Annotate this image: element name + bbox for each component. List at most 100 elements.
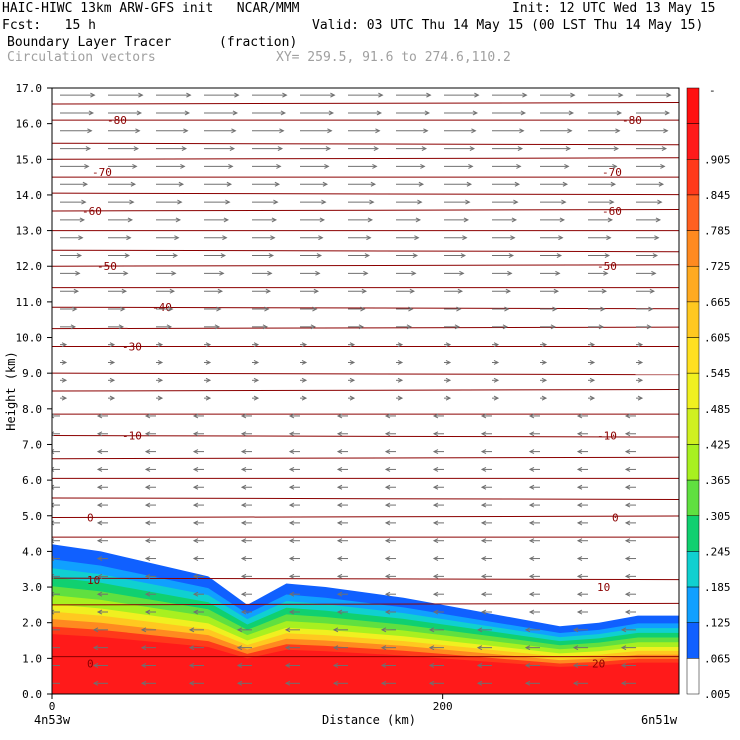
vector-arrowhead [603, 270, 609, 276]
vector-arrowhead [652, 253, 659, 258]
vector-arrowhead [556, 253, 563, 258]
vector-arrowhead [558, 235, 564, 241]
vector-arrowhead [528, 573, 535, 579]
vector-arrowhead [277, 146, 284, 152]
vector-arrowhead [180, 163, 186, 169]
vector-arrowhead [144, 520, 151, 526]
vector-arrowhead [624, 484, 631, 490]
y-axis: 0.0 1.0 2.0 3.0 4.0 5.0 6.0 7.0 8.0 9.0 10.0 11.0 12… [16, 82, 52, 701]
vector-arrowhead [471, 128, 477, 134]
y-axis-label: Height (km) [4, 351, 18, 430]
vector-arrowhead [273, 199, 279, 205]
vector-arrowhead [92, 680, 99, 686]
isotherm-line [52, 102, 679, 105]
vector-arrowhead [570, 92, 576, 98]
vector-arrowhead [657, 199, 663, 205]
vector-arrowhead [288, 556, 295, 561]
vector-arrowhead [140, 663, 147, 668]
isotherm-label: 10 [597, 581, 610, 594]
vector-arrowhead [476, 680, 483, 686]
vector-field-name: Circulation vectors [7, 50, 156, 65]
vector-arrowhead [144, 484, 151, 490]
vector-arrowhead [480, 538, 487, 544]
vector-arrowhead [92, 645, 99, 651]
vector-arrowhead [46, 628, 50, 632]
vector-arrowhead [480, 449, 487, 455]
vector-arrowhead [445, 377, 452, 383]
vector-arrowhead [222, 235, 228, 241]
vector-arrowhead [240, 573, 247, 579]
y-tick-label: 17.0 [16, 82, 43, 95]
vector-arrowhead [284, 627, 291, 633]
vector-arrowhead [96, 538, 103, 544]
vector-arrowhead [253, 377, 260, 383]
vector-arrowhead [576, 556, 583, 561]
vector-arrowhead [336, 591, 343, 597]
vector-arrowhead [172, 253, 179, 258]
vector-arrowhead [228, 163, 234, 169]
vector-arrowhead [384, 538, 391, 544]
vector-arrowhead [349, 342, 356, 348]
vector-arrowhead [96, 466, 103, 472]
vector-arrowhead [528, 431, 535, 437]
vector-arrowhead [178, 181, 185, 187]
vector-arrowhead [240, 413, 247, 419]
vector-arrowhead [378, 92, 384, 98]
vector-arrowhead [183, 128, 189, 134]
vector-arrowhead [637, 360, 644, 365]
vector-arrowhead [188, 663, 195, 668]
vector-arrowhead [432, 413, 439, 419]
vector-arrowhead [576, 413, 583, 419]
colorbar-label: .485 [704, 403, 731, 416]
vector-arrowhead [336, 556, 343, 561]
vector-arrowhead [370, 181, 377, 187]
vector-arrowhead [528, 413, 535, 419]
vector-arrowhead [576, 520, 583, 526]
vector-arrowhead [432, 538, 439, 544]
y-tick-label: 0.0 [22, 688, 42, 701]
colorbar-swatch [686, 230, 700, 267]
vector-arrowhead [109, 342, 116, 348]
isotherm-label: -10 [597, 430, 617, 443]
vector-arrowhead [384, 449, 391, 455]
vector-arrowhead [188, 645, 195, 651]
vector-arrowhead [140, 680, 147, 686]
cross-section-endpoints: XY= 259.5, 91.6 to 274.6,110.2 [276, 50, 511, 65]
vector-arrowhead [144, 502, 151, 508]
vector-arrowhead [613, 146, 620, 152]
vector-arrowhead [135, 128, 141, 134]
vector-arrowhead [120, 306, 126, 312]
vector-arrowhead [267, 270, 273, 276]
vector-arrowhead [332, 645, 339, 651]
vector-arrowhead [380, 645, 387, 651]
vector-arrowhead [349, 360, 356, 365]
vector-arrowhead [288, 520, 295, 526]
vector-arrowhead [559, 217, 566, 223]
isotherm-line [52, 372, 679, 376]
vector-arrowhead [240, 484, 247, 490]
vector-arrowhead [288, 484, 295, 490]
vector-arrowhead [480, 591, 487, 597]
isotherm-label: -10 [122, 430, 142, 443]
colorbar-label: .065 [704, 652, 731, 665]
isotherm-label: 0 [612, 512, 619, 525]
vector-arrowhead [288, 609, 295, 615]
colorbar-swatch [686, 586, 700, 623]
vector-arrowhead [109, 360, 116, 365]
vector-arrowhead [380, 627, 387, 633]
vector-arrowhead [384, 413, 391, 419]
vector-arrowhead [493, 395, 500, 401]
vector-arrowhead [412, 253, 419, 258]
vector-arrowhead [132, 163, 138, 169]
vector-arrowhead [280, 110, 287, 116]
isotherm-line [52, 497, 679, 500]
colorbar-swatch [686, 159, 700, 196]
vector-arrowhead [174, 235, 180, 241]
vector-arrowhead [312, 306, 318, 312]
vector-arrowhead [624, 449, 631, 455]
isotherm-label: -30 [122, 340, 142, 353]
vector-arrowhead [330, 92, 336, 98]
vector-arrowhead [288, 449, 295, 455]
colorbar-label: .665 [704, 296, 731, 309]
y-tick-label: 7.0 [22, 438, 42, 451]
